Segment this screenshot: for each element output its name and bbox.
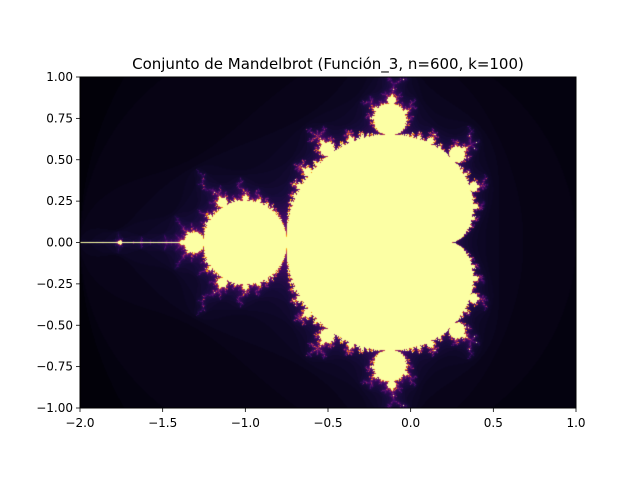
y-tick-label: 1.00 <box>46 70 73 84</box>
x-tick-label: −0.5 <box>313 416 342 430</box>
x-axis: −2.0 −1.5 −1.0 −0.5 0.0 0.5 1.0 <box>65 408 586 430</box>
mandelbrot-heatmap <box>80 77 576 408</box>
plot-frame <box>79 76 577 409</box>
x-tick-label: 0.5 <box>484 416 503 430</box>
y-tick-label: 0.75 <box>46 111 73 125</box>
y-tick-label: −0.75 <box>36 360 73 374</box>
y-tick-label: 0.50 <box>46 153 73 167</box>
x-tick-label: −1.5 <box>148 416 177 430</box>
y-tick-label: 0.00 <box>46 236 73 250</box>
chart-title: Conjunto de Mandelbrot (Función_3, n=600… <box>132 55 524 74</box>
y-axis: 1.00 0.75 0.50 0.25 0.00 −0.25 −0.50 −0.75 −1.00 <box>36 70 80 415</box>
y-tick-label: −1.00 <box>36 401 73 415</box>
plot-area <box>80 77 576 408</box>
x-tick-label: 1.0 <box>566 416 585 430</box>
y-tick-label: −0.25 <box>36 277 73 291</box>
x-tick-label: −1.0 <box>231 416 260 430</box>
x-tick-label: −2.0 <box>65 416 94 430</box>
y-tick-label: −0.50 <box>36 318 73 332</box>
y-tick-label: 0.25 <box>46 194 73 208</box>
x-tick-label: 0.0 <box>401 416 420 430</box>
